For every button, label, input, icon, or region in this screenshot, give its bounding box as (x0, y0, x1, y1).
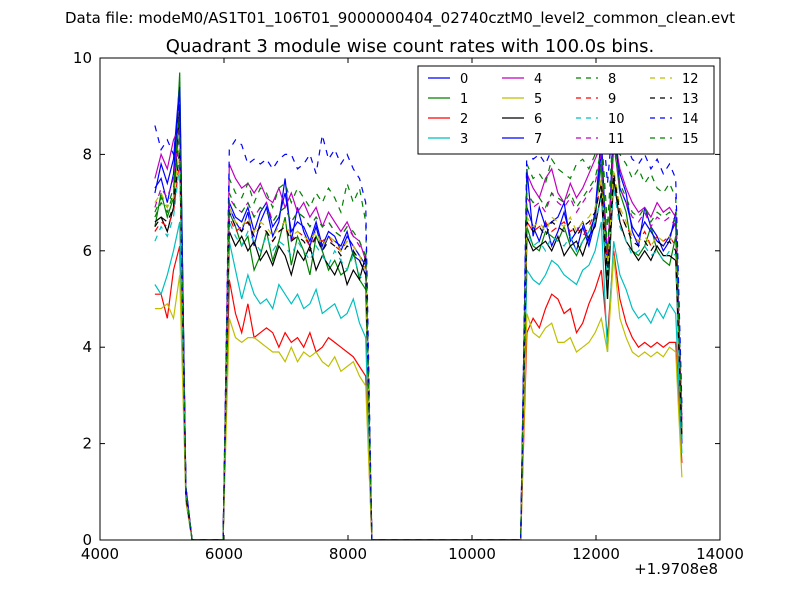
chart-title: Quadrant 3 module wise count rates with … (165, 36, 655, 57)
series-line-6 (154, 106, 683, 540)
legend-label-11: 11 (608, 132, 625, 147)
y-tick-label-5: 10 (73, 49, 92, 67)
legend-label-13: 13 (682, 92, 699, 107)
legend-label-10: 10 (608, 112, 625, 127)
series-line-12 (154, 144, 683, 540)
figure-suptitle: Data file: modeM0/AS1T01_106T01_90000004… (64, 9, 736, 27)
legend-label-8: 8 (608, 72, 616, 87)
y-tick-label-2: 4 (82, 338, 92, 356)
series-line-2 (154, 245, 683, 540)
legend-label-0: 0 (460, 72, 468, 87)
y-tick-label-1: 2 (82, 435, 92, 453)
x-tick-label-2: 8000 (329, 545, 367, 563)
series-line-10 (154, 163, 683, 540)
x-tick-label-5: 14000 (696, 545, 744, 563)
y-tick-label-0: 0 (82, 531, 92, 549)
series-line-3 (154, 221, 683, 540)
plot-frame (99, 57, 721, 541)
series-line-4 (154, 125, 683, 540)
legend-label-12: 12 (682, 72, 699, 87)
legend-frame (417, 65, 715, 155)
legend-label-6: 6 (534, 112, 542, 127)
legend-label-2: 2 (460, 112, 468, 127)
legend-label-4: 4 (534, 72, 542, 87)
legend-label-3: 3 (460, 132, 468, 147)
x-tick-label-3: 10000 (448, 545, 496, 563)
legend-label-7: 7 (534, 132, 542, 147)
legend-label-1: 1 (460, 92, 468, 107)
x-tick-label-4: 12000 (572, 545, 620, 563)
legend-label-14: 14 (682, 112, 699, 127)
x-axis-offset-label: +1.9708e8 (634, 560, 718, 578)
x-tick-label-1: 6000 (205, 545, 243, 563)
series-line-7 (154, 86, 683, 540)
y-tick-label-4: 8 (82, 145, 92, 163)
legend-label-9: 9 (608, 92, 616, 107)
series-line-8 (154, 115, 683, 540)
series-line-13 (154, 149, 683, 540)
x-tick-label-0: 4000 (81, 545, 119, 563)
legend-label-15: 15 (682, 132, 699, 147)
series-line-0 (154, 82, 683, 540)
legend-label-5: 5 (534, 92, 542, 107)
series-line-5 (154, 255, 683, 540)
y-tick-label-3: 6 (82, 242, 92, 260)
series-layer (154, 72, 683, 540)
series-line-15 (154, 135, 683, 540)
